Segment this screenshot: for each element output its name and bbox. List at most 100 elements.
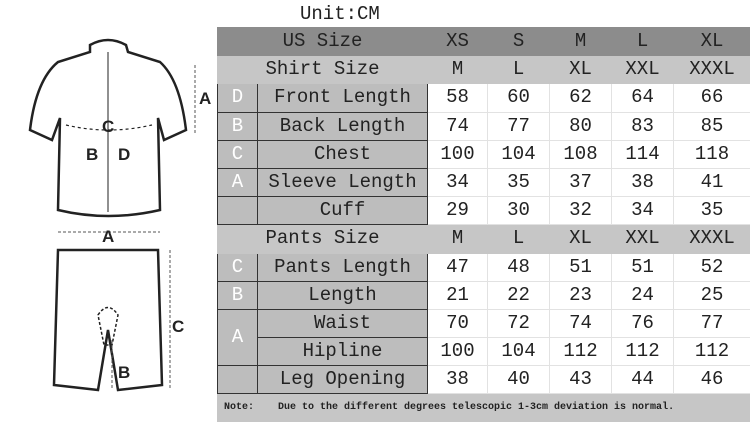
measure-name: Hipline [258,338,428,366]
size-cell: XXXL [674,225,750,253]
size-cell: M [550,28,612,56]
row-label: Pants Size [218,225,428,253]
measure-letter: D [218,84,258,112]
value-cell: 62 [550,84,612,112]
size-cell: XL [674,28,750,56]
measure-name: Front Length [258,84,428,112]
value-cell: 60 [488,84,550,112]
value-cell: 34 [428,168,488,196]
figure-label: B [86,145,98,164]
value-cell: 112 [674,338,750,366]
value-cell: 85 [674,112,750,140]
size-cell: XL [550,56,612,84]
value-cell: 38 [612,168,674,196]
value-cell: 32 [550,197,612,225]
value-cell: 100 [428,140,488,168]
value-cell: 74 [428,112,488,140]
figure-label: C [172,317,184,336]
value-cell: 24 [612,281,674,309]
value-cell: 112 [550,338,612,366]
value-cell: 104 [488,140,550,168]
measure-name: Length [258,281,428,309]
value-cell: 25 [674,281,750,309]
value-cell: 66 [674,84,750,112]
size-cell: XXL [612,225,674,253]
value-cell: 29 [428,197,488,225]
value-cell: 74 [550,309,612,337]
measure-name: Leg Opening [258,366,428,394]
value-cell: 104 [488,338,550,366]
value-cell: 76 [612,309,674,337]
value-cell: 40 [488,366,550,394]
value-cell: 100 [428,338,488,366]
value-cell: 35 [674,197,750,225]
value-cell: 48 [488,253,550,281]
value-cell: 83 [612,112,674,140]
value-cell: 46 [674,366,750,394]
measure-name: Back Length [258,112,428,140]
size-cell: S [488,28,550,56]
value-cell: 114 [612,140,674,168]
size-cell: XXXL [674,56,750,84]
size-cell: L [612,28,674,56]
measure-name: Cuff [258,197,428,225]
figure-label: A [102,227,114,246]
value-cell: 51 [550,253,612,281]
measure-name: Waist [258,309,428,337]
size-cell: L [488,56,550,84]
value-cell: 30 [488,197,550,225]
measure-letter: B [218,112,258,140]
value-cell: 44 [612,366,674,394]
value-cell: 51 [612,253,674,281]
garment-diagrams: A C B D A C B [0,0,217,407]
value-cell: 70 [428,309,488,337]
value-cell: 43 [550,366,612,394]
measure-letter: A [218,309,258,365]
value-cell: 38 [428,366,488,394]
measure-letter: C [218,140,258,168]
value-cell: 35 [488,168,550,196]
measure-name: Sleeve Length [258,168,428,196]
value-cell: 21 [428,281,488,309]
value-cell: 77 [488,112,550,140]
size-cell: XS [428,28,488,56]
figure-label: C [102,117,114,136]
note-text: Due to the different degrees telescopic … [258,394,750,422]
note-label: Note: [218,394,258,422]
measure-letter [218,366,258,394]
value-cell: 23 [550,281,612,309]
value-cell: 108 [550,140,612,168]
unit-label: Unit:CM [300,3,380,25]
value-cell: 64 [612,84,674,112]
size-cell: XL [550,225,612,253]
row-label: US Size [218,28,428,56]
value-cell: 22 [488,281,550,309]
measure-letter: C [218,253,258,281]
note-row: Note:Due to the different degrees telesc… [218,394,750,422]
value-cell: 72 [488,309,550,337]
value-cell: 52 [674,253,750,281]
size-cell: L [488,225,550,253]
figure-label: A [199,89,211,108]
size-cell: XXL [612,56,674,84]
figure-label: D [118,145,130,164]
value-cell: 34 [612,197,674,225]
value-cell: 41 [674,168,750,196]
value-cell: 77 [674,309,750,337]
value-cell: 37 [550,168,612,196]
measure-name: Pants Length [258,253,428,281]
value-cell: 58 [428,84,488,112]
value-cell: 112 [612,338,674,366]
